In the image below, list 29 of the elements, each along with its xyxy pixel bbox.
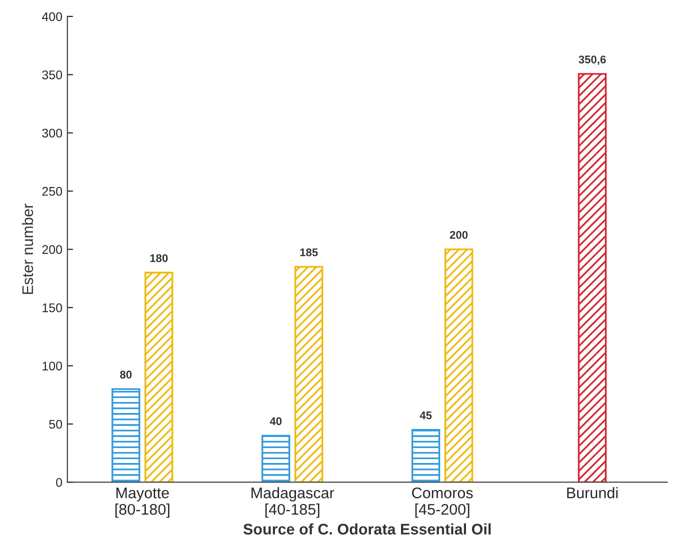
x-tick-label: Mayotte [80-180] (115, 488, 170, 518)
y-tick-label: 300 (42, 128, 62, 138)
data-label: 350,6 (578, 56, 606, 66)
x-tick-label: Burundi (567, 487, 618, 498)
y-tick-label: 250 (42, 186, 62, 196)
data-label: 45 (420, 412, 432, 420)
y-axis-title: Ester number (22, 204, 34, 294)
y-tick-label: 400 (42, 12, 62, 22)
bar (294, 266, 324, 482)
y-tick-label: 50 (49, 420, 62, 429)
y-tick-label: 0 (56, 478, 62, 487)
x-tick-label: Madagascar [40-185] (252, 487, 334, 518)
data-label: 200 (450, 230, 468, 239)
bar (444, 248, 474, 482)
y-tick-label: 350 (42, 70, 62, 80)
data-label: 185 (300, 248, 318, 256)
data-label: 40 (270, 417, 282, 426)
y-tick-label: 100 (42, 362, 62, 370)
bar (144, 272, 174, 482)
x-axis-title: Source of C. Odorata Essential Oil (243, 523, 491, 535)
bar (578, 73, 607, 482)
x-tick-label: Comoros [45-200] (412, 488, 473, 518)
y-tick-label: 150 (42, 303, 62, 312)
bar (262, 434, 290, 482)
data-label: 180 (150, 254, 168, 262)
bar (112, 388, 140, 482)
data-label: 80 (120, 370, 132, 379)
y-tick-label: 200 (42, 245, 62, 254)
bar (411, 429, 440, 482)
